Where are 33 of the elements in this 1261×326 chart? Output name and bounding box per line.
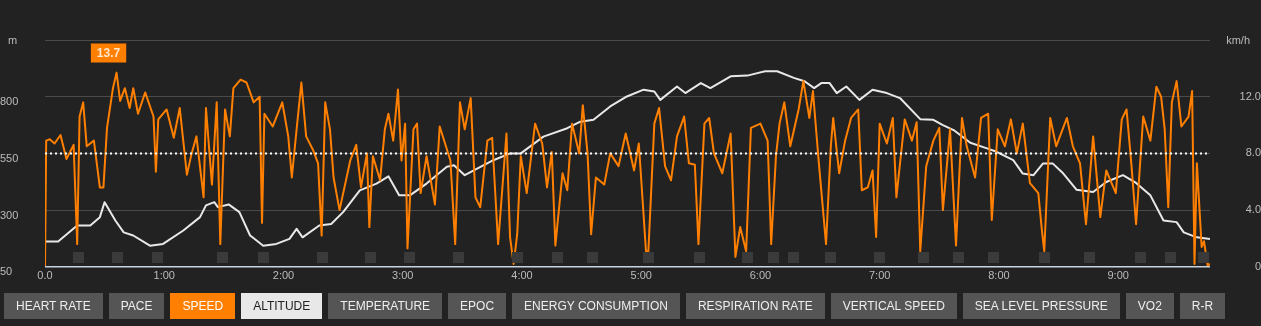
y2-axis-title: km/h: [1226, 34, 1250, 47]
y-tick-label: 550: [0, 151, 19, 164]
text: PACE: [108, 293, 165, 319]
text: ALTITUDE: [241, 293, 323, 319]
text: SEA LEVEL PRESSURE: [962, 293, 1120, 319]
y2-tick-label: 0: [1254, 259, 1261, 272]
text: EPOC: [448, 293, 507, 319]
text: TEMPERATURE: [328, 293, 443, 319]
y-tick-label: 300: [0, 208, 19, 221]
text: RESPIRATION RATE: [685, 293, 825, 319]
x-tick-label: 4:00: [511, 269, 533, 282]
x-tick-label: 3:00: [392, 269, 414, 282]
x-tick-label: 1:00: [153, 269, 175, 282]
y2-tick-label: 8.0: [1245, 146, 1261, 159]
y2-tick-label: 4.0: [1245, 203, 1261, 216]
x-tick-label: 6:00: [749, 269, 772, 282]
text: R-R: [1179, 293, 1226, 319]
text: VO2: [1125, 293, 1174, 319]
y-tick-label: 50: [0, 265, 13, 278]
text: HEART RATE: [4, 293, 103, 319]
text: ENERGY CONSUMPTION: [512, 293, 680, 319]
x-tick-label: 8:00: [988, 269, 1010, 282]
data-label: 13.7: [96, 45, 121, 60]
x-tick-label: 9:00: [1107, 269, 1129, 282]
text: VERTICAL SPEED: [830, 293, 957, 319]
y2-tick-label: 12.0: [1239, 89, 1261, 102]
x-tick-label: 0.0: [37, 269, 53, 282]
y-tick-label: 800: [0, 95, 19, 108]
x-tick-label: 2:00: [272, 269, 295, 282]
x-tick-label: 5:00: [630, 269, 652, 282]
text: SPEED: [170, 293, 236, 319]
y-axis-title: m: [8, 34, 18, 47]
x-tick-label: 7:00: [868, 269, 891, 282]
